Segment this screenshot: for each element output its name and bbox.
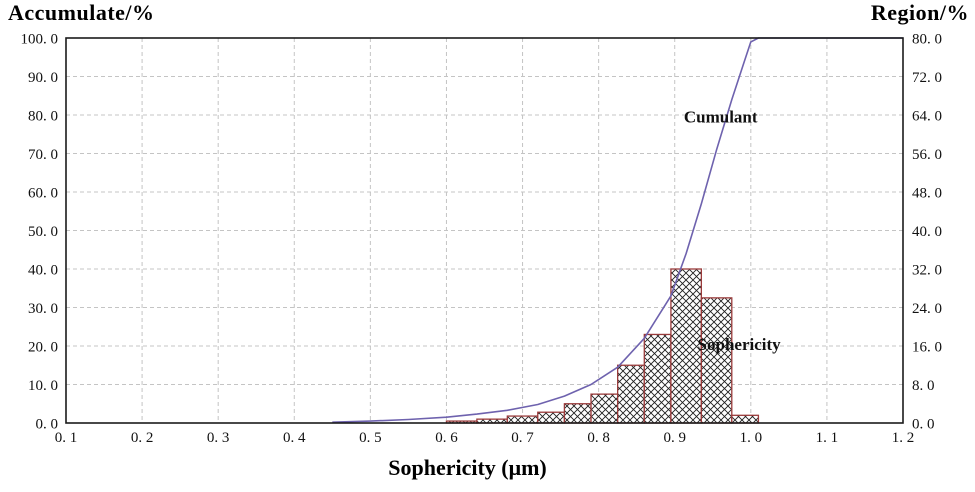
x-tick-label: 0. 6 [435, 430, 458, 446]
x-tick-label: 0. 5 [359, 430, 382, 446]
right-tick-label: 0. 0 [912, 416, 935, 432]
right-tick-label: 80. 0 [912, 31, 942, 47]
histogram-bar [643, 333, 672, 424]
left-tick-label: 30. 0 [28, 301, 58, 317]
right-tick-label: 48. 0 [912, 185, 942, 201]
histogram-bar [700, 297, 733, 424]
right-tick-label: 16. 0 [912, 339, 942, 355]
histogram-bar [731, 414, 760, 424]
right-tick-label: 8. 0 [912, 378, 935, 394]
left-tick-label: 70. 0 [28, 147, 58, 163]
left-tick-label: 20. 0 [28, 339, 58, 355]
cumulant-curve [332, 37, 903, 423]
left-tick-label: 0. 0 [36, 416, 59, 432]
left-tick-label: 40. 0 [28, 262, 58, 278]
right-tick-label: 40. 0 [912, 224, 942, 240]
x-tick-label: 1. 0 [740, 430, 763, 446]
plot-frame [65, 37, 904, 424]
left-axis-title: Accumulate/% [8, 0, 155, 25]
histogram-bar [506, 415, 539, 424]
left-tick-label: 10. 0 [28, 378, 58, 394]
histogram-bar [617, 364, 645, 424]
right-tick-label: 64. 0 [912, 108, 942, 124]
x-tick-label: 0. 8 [587, 430, 610, 446]
x-tick-label: 0. 1 [55, 430, 78, 446]
right-tick-label: 32. 0 [912, 262, 942, 278]
x-axis-title: Sophericity (μm) [388, 455, 547, 480]
series-label-sophericity: Sophericity [698, 335, 782, 354]
right-tick-label: 56. 0 [912, 147, 942, 163]
right-tick-label: 24. 0 [912, 301, 942, 317]
left-tick-label: 60. 0 [28, 185, 58, 201]
histogram-bar [563, 403, 592, 424]
x-tick-label: 0. 2 [131, 430, 154, 446]
histogram-bar [590, 393, 619, 424]
x-tick-label: 0. 3 [207, 430, 230, 446]
x-tick-label: 0. 9 [663, 430, 686, 446]
left-tick-label: 100. 0 [21, 31, 59, 47]
left-tick-label: 80. 0 [28, 108, 58, 124]
left-tick-label: 50. 0 [28, 224, 58, 240]
x-tick-label: 1. 1 [816, 430, 839, 446]
x-tick-label: 1. 2 [892, 430, 915, 446]
histogram-bar [670, 268, 703, 424]
left-tick-label: 90. 0 [28, 70, 58, 86]
right-tick-label: 72. 0 [912, 70, 942, 86]
right-axis-title: Region/% [870, 0, 969, 25]
x-tick-label: 0. 7 [511, 430, 534, 446]
x-tick-label: 0. 4 [283, 430, 306, 446]
series-label-cumulant: Cumulant [684, 108, 758, 127]
histogram-bar [537, 411, 566, 424]
